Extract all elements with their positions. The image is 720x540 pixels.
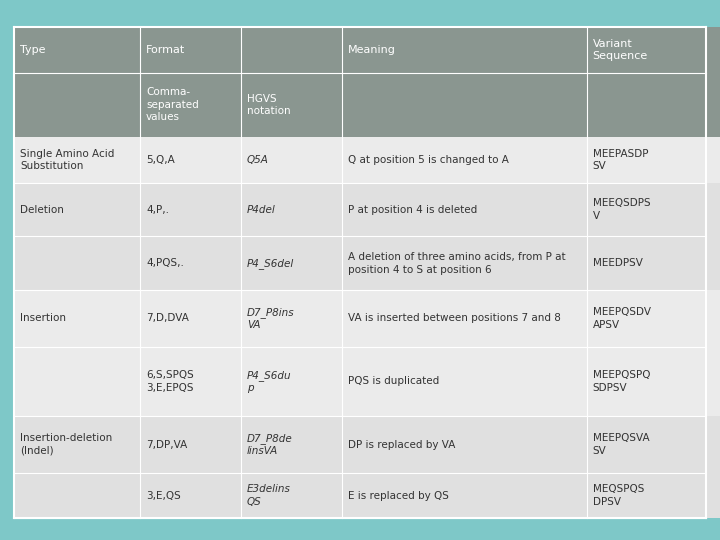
FancyBboxPatch shape <box>342 27 587 73</box>
FancyBboxPatch shape <box>342 347 587 416</box>
Text: MEEQSDPS
V: MEEQSDPS V <box>593 198 650 221</box>
Text: D7_P8ins
VA: D7_P8ins VA <box>247 307 294 330</box>
Text: PQS is duplicated: PQS is duplicated <box>348 376 439 387</box>
FancyBboxPatch shape <box>14 237 140 290</box>
Text: P4_S6du
p: P4_S6du p <box>247 370 292 393</box>
Text: Comma-
separated
values: Comma- separated values <box>146 87 199 122</box>
Text: 3,E,QS: 3,E,QS <box>146 490 181 501</box>
Text: MEEPQSVA
SV: MEEPQSVA SV <box>593 434 649 456</box>
Text: Q at position 5 is changed to A: Q at position 5 is changed to A <box>348 155 508 165</box>
FancyBboxPatch shape <box>14 347 140 416</box>
FancyBboxPatch shape <box>140 137 241 183</box>
Text: HGVS
notation: HGVS notation <box>247 93 291 116</box>
FancyBboxPatch shape <box>342 290 587 347</box>
Text: MEEPQSPQ
SDPSV: MEEPQSPQ SDPSV <box>593 370 650 393</box>
Text: Meaning: Meaning <box>348 45 395 55</box>
FancyBboxPatch shape <box>587 290 720 347</box>
Text: 7,DP,VA: 7,DP,VA <box>146 440 187 450</box>
FancyBboxPatch shape <box>241 73 342 137</box>
FancyBboxPatch shape <box>342 73 587 137</box>
FancyBboxPatch shape <box>14 183 140 237</box>
Text: D7_P8de
linsVA: D7_P8de linsVA <box>247 433 293 456</box>
Text: P4_S6del: P4_S6del <box>247 258 294 269</box>
Text: P at position 4 is deleted: P at position 4 is deleted <box>348 205 477 214</box>
FancyBboxPatch shape <box>587 472 720 518</box>
Text: MEEPASDP
SV: MEEPASDP SV <box>593 148 648 171</box>
FancyBboxPatch shape <box>241 27 342 73</box>
Text: Insertion-deletion
(Indel): Insertion-deletion (Indel) <box>20 434 112 456</box>
Text: 5,Q,A: 5,Q,A <box>146 155 175 165</box>
FancyBboxPatch shape <box>587 73 720 137</box>
FancyBboxPatch shape <box>140 27 241 73</box>
Text: Format: Format <box>146 45 186 55</box>
FancyBboxPatch shape <box>342 416 587 472</box>
FancyBboxPatch shape <box>587 416 720 472</box>
Text: 4,PQS,.: 4,PQS,. <box>146 258 184 268</box>
Text: Q5A: Q5A <box>247 155 269 165</box>
Text: MEEDPSV: MEEDPSV <box>593 258 642 268</box>
FancyBboxPatch shape <box>241 137 342 183</box>
Text: VA is inserted between positions 7 and 8: VA is inserted between positions 7 and 8 <box>348 313 561 323</box>
Text: MEEPQSDV
APSV: MEEPQSDV APSV <box>593 307 651 329</box>
FancyBboxPatch shape <box>241 237 342 290</box>
FancyBboxPatch shape <box>14 137 140 183</box>
Text: A deletion of three amino acids, from P at
position 4 to S at position 6: A deletion of three amino acids, from P … <box>348 252 565 274</box>
FancyBboxPatch shape <box>342 472 587 518</box>
Text: Variant
Sequence: Variant Sequence <box>593 39 648 61</box>
Text: 7,D,DVA: 7,D,DVA <box>146 313 189 323</box>
Text: 4,P,.: 4,P,. <box>146 205 169 214</box>
FancyBboxPatch shape <box>241 416 342 472</box>
Text: Type: Type <box>20 45 45 55</box>
FancyBboxPatch shape <box>140 237 241 290</box>
Text: E is replaced by QS: E is replaced by QS <box>348 490 449 501</box>
FancyBboxPatch shape <box>587 237 720 290</box>
FancyBboxPatch shape <box>140 347 241 416</box>
FancyBboxPatch shape <box>587 27 720 73</box>
Text: Deletion: Deletion <box>20 205 64 214</box>
Text: DP is replaced by VA: DP is replaced by VA <box>348 440 455 450</box>
FancyBboxPatch shape <box>587 137 720 183</box>
Text: P4del: P4del <box>247 205 276 214</box>
Text: 6,S,SPQS
3,E,EPQS: 6,S,SPQS 3,E,EPQS <box>146 370 194 393</box>
FancyBboxPatch shape <box>587 347 720 416</box>
FancyBboxPatch shape <box>342 237 587 290</box>
Text: Insertion: Insertion <box>20 313 66 323</box>
FancyBboxPatch shape <box>140 416 241 472</box>
FancyBboxPatch shape <box>140 290 241 347</box>
Text: MEQSPQS
DPSV: MEQSPQS DPSV <box>593 484 644 507</box>
FancyBboxPatch shape <box>140 183 241 237</box>
FancyBboxPatch shape <box>14 27 140 73</box>
FancyBboxPatch shape <box>587 183 720 237</box>
FancyBboxPatch shape <box>14 472 140 518</box>
Text: E3delins
QS: E3delins QS <box>247 484 291 507</box>
FancyBboxPatch shape <box>14 290 140 347</box>
FancyBboxPatch shape <box>14 416 140 472</box>
FancyBboxPatch shape <box>241 472 342 518</box>
FancyBboxPatch shape <box>241 183 342 237</box>
FancyBboxPatch shape <box>14 73 140 137</box>
FancyBboxPatch shape <box>140 73 241 137</box>
FancyBboxPatch shape <box>342 183 587 237</box>
Text: Single Amino Acid
Substitution: Single Amino Acid Substitution <box>20 148 114 171</box>
FancyBboxPatch shape <box>241 347 342 416</box>
FancyBboxPatch shape <box>140 472 241 518</box>
FancyBboxPatch shape <box>342 137 587 183</box>
FancyBboxPatch shape <box>241 290 342 347</box>
